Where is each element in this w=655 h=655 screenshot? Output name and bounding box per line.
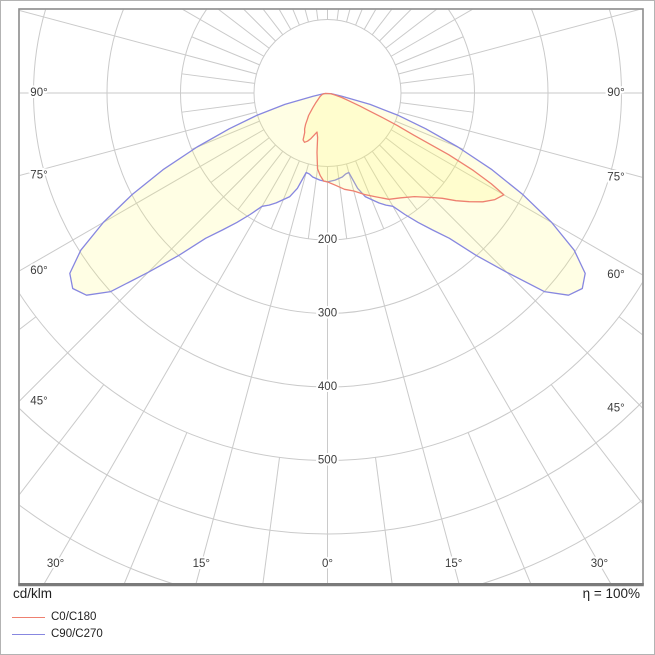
- legend-line-red: [12, 616, 45, 618]
- curve-c0-c180: [302, 92, 505, 203]
- gamma-label-bottom: 30°: [47, 558, 64, 570]
- legend-label: C0/C180: [51, 611, 97, 623]
- radial-tick-label: 200: [318, 234, 337, 246]
- legend-item-c90-c270: C90/C270: [12, 627, 103, 641]
- legend-line-blue: [12, 633, 45, 635]
- gamma-label-left: 45°: [30, 396, 47, 408]
- legend-label: C90/C270: [51, 628, 103, 640]
- units-label: cd/klm: [13, 586, 53, 601]
- axis-labels: 90° 75° 60° 45° 90° 75° 60° 45° 30° 15° 0° 15° 30° 20…: [28, 85, 626, 572]
- gamma-label-bottom: 30°: [591, 558, 608, 570]
- gamma-label-bottom: 15°: [445, 558, 462, 570]
- radial-tick-label: 500: [318, 455, 337, 467]
- gamma-label-right: 45°: [607, 403, 624, 415]
- gamma-label-left: 75°: [30, 170, 47, 182]
- gamma-label-left: 60°: [30, 265, 47, 277]
- legend-item-c0-c180: C0/C180: [12, 610, 96, 624]
- gamma-label-left: 90°: [30, 87, 47, 99]
- gamma-label-right: 60°: [607, 269, 624, 281]
- gamma-label-right: 75°: [607, 172, 624, 184]
- efficiency-label: η = 100%: [582, 586, 640, 601]
- gamma-label-right: 90°: [607, 87, 624, 99]
- radial-tick-label: 400: [318, 381, 337, 393]
- gamma-label-bottom: 15°: [193, 558, 210, 570]
- radial-tick-label: 300: [318, 308, 337, 320]
- gamma-label-bottom: 0°: [322, 558, 333, 570]
